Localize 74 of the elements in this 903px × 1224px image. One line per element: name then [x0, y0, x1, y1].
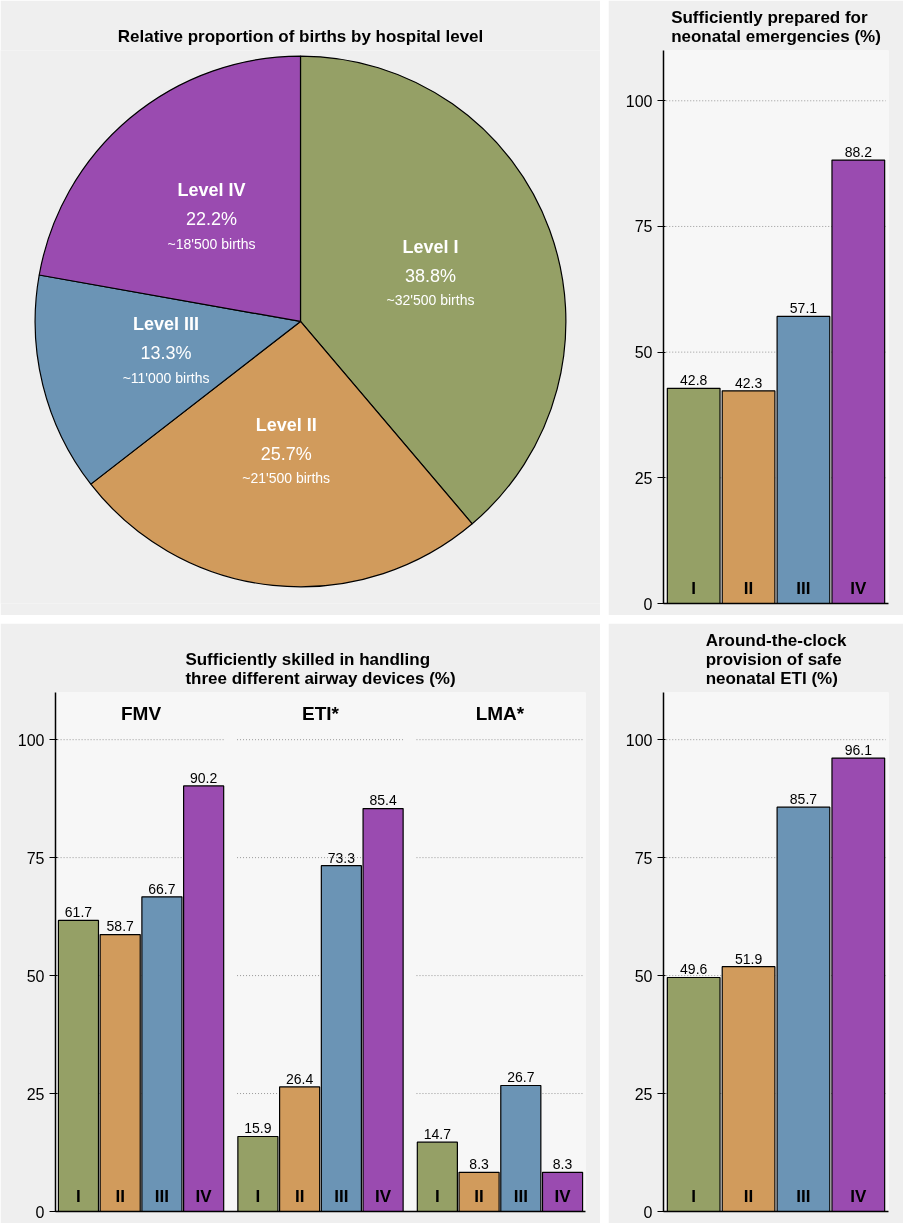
- data-label: 8.3: [469, 1156, 490, 1173]
- data-label: 14.7: [423, 1126, 452, 1143]
- y-tick-label: 50: [634, 344, 653, 362]
- data-label: 90.2: [190, 769, 218, 786]
- x-tick-label: II: [743, 578, 754, 598]
- x-tick-label: III: [796, 578, 811, 598]
- x-tick-label: IV: [375, 1187, 392, 1207]
- x-tick-label: I: [76, 1187, 81, 1207]
- x-tick-label: I: [691, 578, 697, 598]
- data-label: 25.7%: [260, 443, 312, 464]
- data-label: 85.4: [369, 792, 397, 809]
- chart-title: Relative proportion of births by hospital level: [117, 26, 484, 46]
- y-tick-label: 75: [26, 849, 45, 867]
- text: ~21'500 births: [242, 470, 331, 487]
- x-tick-label: II: [115, 1187, 125, 1207]
- y-tick-label: 75: [634, 218, 653, 236]
- chart-title: Sufficiently prepared for neonatal emergencies (%): [671, 7, 881, 46]
- x-tick-label: II: [743, 1187, 754, 1207]
- slice-label: Level III: [133, 314, 200, 335]
- y-tick-label: 0: [643, 1203, 653, 1221]
- data-label: 61.7: [64, 904, 93, 921]
- y-tick-label: 25: [634, 1085, 653, 1103]
- x-tick-label: III: [513, 1187, 528, 1207]
- text: ~32'500 births: [386, 291, 475, 308]
- data-label: 26.7: [507, 1069, 535, 1086]
- y-tick-label: 100: [625, 92, 653, 110]
- y-tick-label: 25: [634, 469, 653, 487]
- x-tick-label: III: [334, 1187, 349, 1207]
- data-label: 26.4: [286, 1070, 314, 1087]
- data-label: 66.7: [148, 880, 176, 897]
- data-label: 57.1: [789, 300, 818, 317]
- data-label: 42.8: [680, 372, 708, 389]
- y-tick-label: 50: [26, 967, 45, 985]
- x-tick-label: III: [154, 1187, 169, 1207]
- data-label: 13.3%: [140, 343, 192, 364]
- data-label: 15.9: [244, 1120, 272, 1137]
- data-label: 42.3: [734, 374, 763, 391]
- data-label: 51.9: [734, 950, 763, 967]
- text: FMV: [121, 702, 162, 724]
- slice-label: Level II: [255, 415, 317, 436]
- slice-label: Level I: [402, 236, 459, 257]
- x-tick-label: IV: [554, 1187, 572, 1207]
- chart-title: Around-the-clock provision of safe neonatal ETI (%): [705, 630, 847, 688]
- y-tick-label: 100: [625, 731, 653, 749]
- data-label: 8.3: [552, 1156, 573, 1173]
- y-tick-label: 25: [26, 1085, 45, 1103]
- x-tick-label: IV: [195, 1187, 213, 1207]
- x-tick-label: I: [691, 1187, 697, 1207]
- data-label: 49.6: [680, 961, 708, 978]
- y-tick-label: 50: [634, 967, 653, 985]
- text: Sufficiently skilled in handling three different airway devices (%): [185, 649, 456, 688]
- y-tick-label: 75: [634, 849, 653, 867]
- data-label: 22.2%: [186, 209, 238, 230]
- x-tick-label: II: [474, 1187, 484, 1207]
- x-tick-label: III: [796, 1187, 811, 1207]
- data-label: 73.3: [327, 849, 356, 866]
- data-label: 38.8%: [404, 265, 457, 286]
- x-tick-label: II: [294, 1187, 305, 1207]
- slice-label: Level IV: [177, 180, 246, 201]
- text: ~11'000 births: [122, 369, 210, 386]
- text: ~18'500 births: [167, 235, 256, 252]
- text: ETI*: [302, 702, 340, 724]
- data-label: 88.2: [844, 143, 873, 160]
- x-tick-label: I: [434, 1187, 440, 1207]
- data-label: 85.7: [789, 791, 818, 808]
- y-tick-label: 0: [35, 1203, 45, 1221]
- x-tick-label: IV: [850, 1187, 868, 1207]
- y-tick-label: 100: [17, 731, 45, 749]
- text: LMA*: [475, 702, 525, 724]
- x-tick-label: IV: [850, 578, 868, 598]
- data-label: 58.7: [106, 918, 135, 935]
- y-tick-label: 0: [643, 595, 653, 613]
- data-label: 96.1: [844, 741, 873, 758]
- x-tick-label: I: [255, 1187, 261, 1207]
